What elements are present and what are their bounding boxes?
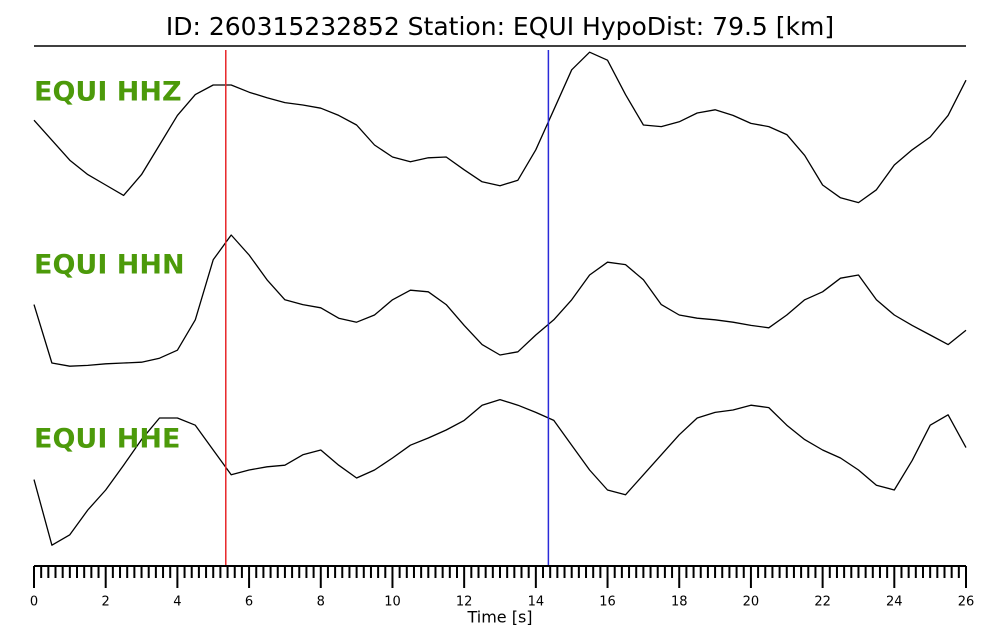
x-tick-label: 22 xyxy=(814,595,831,610)
x-tick-label: 14 xyxy=(528,595,545,610)
trace-label: EQUI HHZ xyxy=(34,77,182,108)
x-tick-label: 0 xyxy=(30,595,38,610)
trace xyxy=(33,51,967,204)
x-tick-label: 8 xyxy=(317,595,325,610)
x-tick-label: 18 xyxy=(671,595,688,610)
chart-title: ID: 260315232852 Station: EQUI HypoDist:… xyxy=(166,12,834,41)
x-tick-label: 16 xyxy=(599,595,616,610)
x-tick-label: 10 xyxy=(384,595,401,610)
trace xyxy=(33,234,967,367)
x-axis-label: Time [s] xyxy=(466,608,532,627)
trace-label: EQUI HHE xyxy=(34,424,180,455)
x-tick-label: 4 xyxy=(173,595,181,610)
x-tick-label: 26 xyxy=(958,595,975,610)
x-tick-label: 12 xyxy=(456,595,473,610)
x-tick-label: 2 xyxy=(102,595,110,610)
trace-label: EQUI HHN xyxy=(34,250,185,281)
x-tick-label: 20 xyxy=(743,595,760,610)
x-tick-label: 24 xyxy=(886,595,903,610)
x-tick-label: 6 xyxy=(245,595,253,610)
trace xyxy=(33,398,967,546)
